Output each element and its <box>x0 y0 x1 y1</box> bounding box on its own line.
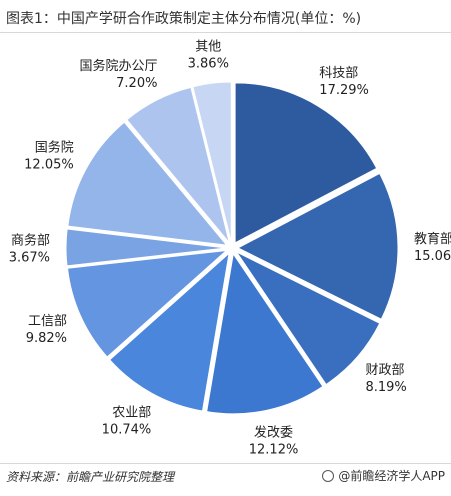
slice-value-label: 8.19% <box>365 380 406 395</box>
pie-slice <box>109 251 230 412</box>
slice-value-label: 7.20% <box>116 76 157 91</box>
slice-name-label: 教育部 <box>414 231 451 247</box>
pie-slice <box>65 228 227 267</box>
slice-value-label: 10.74% <box>102 423 152 438</box>
pie-slice <box>234 82 378 244</box>
pie-slice <box>236 172 399 320</box>
pie-slice <box>206 252 324 415</box>
slice-name-label: 发改委 <box>254 425 293 441</box>
slice-value-label: 12.05% <box>24 157 74 172</box>
slice-name-label: 财政部 <box>365 363 404 378</box>
slice-name-label: 工信部 <box>28 314 67 329</box>
slice-name-label: 科技部 <box>319 66 358 81</box>
pie-slice <box>235 250 381 386</box>
footer-divider <box>0 463 451 464</box>
brand-credit: @前瞻经济学人APP <box>322 467 445 484</box>
pie-slice <box>67 121 228 246</box>
pie-slice <box>192 81 232 243</box>
slice-name-label: 其他 <box>195 39 221 54</box>
slice-value-label: 3.86% <box>188 56 229 71</box>
chart-title: 图表1：中国产学研合作政策制定主体分布情况(单位：%) <box>6 11 362 27</box>
brand-logo-icon <box>322 469 335 482</box>
slice-name-label: 国务院办公厅 <box>79 58 157 74</box>
slice-name-label: 商务部 <box>11 232 50 248</box>
pie-slice <box>126 86 230 243</box>
slice-value-label: 12.12% <box>249 443 299 458</box>
title-divider <box>0 32 451 33</box>
brand-text: @前瞻经济学人APP <box>338 469 445 483</box>
slice-value-label: 15.06% <box>414 249 451 264</box>
slice-value-label: 3.67% <box>9 250 50 265</box>
source-note: 资料来源：前瞻产业研究院整理 <box>6 470 175 484</box>
slice-value-label: 17.29% <box>319 83 369 98</box>
slice-name-label: 农业部 <box>112 406 151 421</box>
pie-slice <box>66 249 229 358</box>
slice-value-label: 9.82% <box>26 331 67 346</box>
slice-name-label: 国务院 <box>35 139 74 155</box>
